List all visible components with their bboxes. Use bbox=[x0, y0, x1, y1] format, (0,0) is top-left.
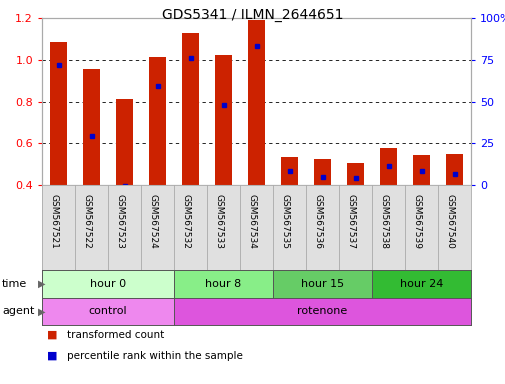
Text: GSM567522: GSM567522 bbox=[82, 194, 91, 248]
Text: GSM567521: GSM567521 bbox=[49, 194, 59, 248]
Text: ■: ■ bbox=[47, 351, 58, 361]
Bar bbox=[314, 159, 330, 185]
Text: GSM567532: GSM567532 bbox=[181, 194, 190, 248]
Bar bbox=[413, 155, 429, 185]
Bar bbox=[281, 157, 297, 185]
Text: GSM567535: GSM567535 bbox=[280, 194, 289, 248]
Text: GSM567534: GSM567534 bbox=[247, 194, 256, 248]
Bar bbox=[149, 56, 166, 185]
Text: hour 15: hour 15 bbox=[300, 279, 343, 289]
Text: GSM567538: GSM567538 bbox=[379, 194, 388, 248]
Bar bbox=[379, 149, 396, 185]
Bar bbox=[50, 42, 67, 185]
Text: control: control bbox=[88, 306, 127, 316]
Text: ▶: ▶ bbox=[38, 306, 46, 316]
Text: GSM567536: GSM567536 bbox=[313, 194, 322, 248]
Bar bbox=[346, 163, 363, 185]
Text: GSM567524: GSM567524 bbox=[148, 194, 157, 248]
Bar bbox=[215, 55, 231, 185]
Text: transformed count: transformed count bbox=[67, 330, 164, 340]
Text: percentile rank within the sample: percentile rank within the sample bbox=[67, 351, 242, 361]
Text: ▶: ▶ bbox=[38, 279, 46, 289]
Bar bbox=[182, 33, 198, 185]
Text: GSM567537: GSM567537 bbox=[346, 194, 355, 248]
Text: GSM567540: GSM567540 bbox=[444, 194, 453, 248]
Text: GDS5341 / ILMN_2644651: GDS5341 / ILMN_2644651 bbox=[162, 8, 343, 22]
Text: time: time bbox=[2, 279, 27, 289]
Text: hour 8: hour 8 bbox=[205, 279, 241, 289]
Text: GSM567539: GSM567539 bbox=[412, 194, 421, 248]
Text: ■: ■ bbox=[47, 330, 58, 340]
Bar bbox=[83, 69, 99, 185]
Bar bbox=[116, 99, 132, 185]
Text: hour 24: hour 24 bbox=[399, 279, 442, 289]
Text: GSM567523: GSM567523 bbox=[115, 194, 124, 248]
Text: hour 0: hour 0 bbox=[90, 279, 126, 289]
Text: agent: agent bbox=[2, 306, 34, 316]
Text: rotenone: rotenone bbox=[297, 306, 347, 316]
Text: GSM567533: GSM567533 bbox=[214, 194, 223, 248]
Bar bbox=[445, 154, 462, 185]
Bar bbox=[248, 20, 264, 185]
